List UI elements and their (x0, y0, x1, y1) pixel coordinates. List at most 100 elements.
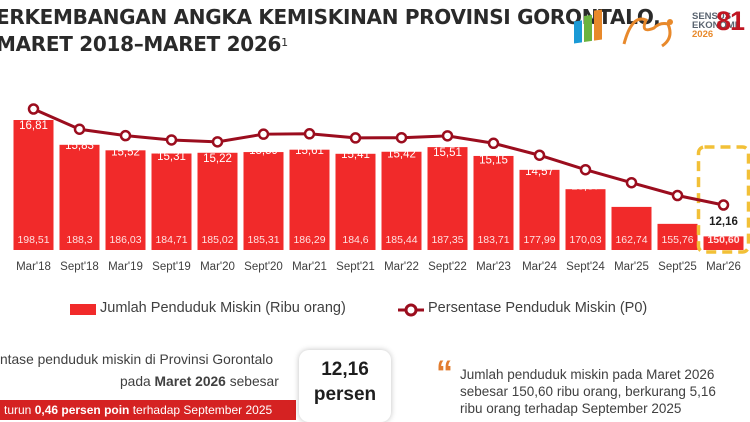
line-value-label-0: 16,81 (19, 120, 48, 132)
bar-2 (105, 150, 146, 250)
summary-value: 12,16 (321, 359, 369, 380)
bar-value-label-6: 186,29 (293, 234, 325, 246)
bar-value-label-0: 198,51 (17, 234, 49, 246)
category-label-2: Mar'19 (108, 261, 143, 273)
line-value-label-5: 15,59 (249, 145, 278, 157)
line-point-6 (303, 128, 316, 140)
bar-value-label-4: 185,02 (201, 234, 233, 246)
title-footnote: 1 (281, 36, 288, 49)
line-point-10 (487, 137, 500, 150)
bar-3 (151, 153, 192, 250)
category-label-13: Mar'25 (614, 261, 649, 273)
category-label-10: Mar'23 (476, 261, 511, 273)
category-label-9: Sept'22 (428, 261, 467, 273)
title-line-2: MARET 2018–MARET 2026 (0, 32, 282, 56)
line-value-label-11: 14,57 (525, 166, 554, 178)
line-point-1 (73, 123, 86, 135)
summary-value-box: 12,16 persen (299, 350, 391, 422)
bps-logo-icon (574, 9, 602, 44)
bar-value-label-11: 177,99 (523, 234, 555, 246)
bar-value-label-7: 184,6 (342, 234, 368, 246)
quote-icon: “ (436, 354, 453, 392)
line-value-label-13: 13,24 (617, 194, 646, 206)
line-value-label-6: 15,61 (295, 145, 324, 157)
category-label-3: Sept'19 (152, 261, 191, 273)
bar-value-label-5: 185,31 (247, 234, 279, 246)
line-value-label-14: 12,62 (663, 207, 692, 219)
category-label-15: Mar'26 (706, 261, 741, 273)
bar-5 (243, 152, 284, 250)
bar-value-label-1: 188,3 (66, 234, 92, 246)
line-point-3 (165, 134, 178, 146)
bar-value-label-2: 186,03 (109, 234, 141, 246)
category-label-1: Sept'18 (60, 261, 99, 273)
category-label-6: Mar'21 (292, 261, 327, 273)
bar-value-label-12: 170,03 (569, 234, 601, 246)
line-value-label-1: 15,83 (65, 140, 94, 152)
poverty-chart: 198,51 Mar'18 188,3 Sept'18 186,03 Mar'19 184,… (13, 103, 750, 273)
line-point-13 (625, 176, 638, 189)
bar-6 (289, 149, 330, 250)
note-line-3: ribu orang terhadap September 2025 (460, 401, 682, 416)
note-line-1: Jumlah penduduk miskin pada Maret 2026 (460, 367, 715, 382)
bar-12 (565, 189, 606, 250)
category-label-5: Sept'20 (244, 261, 283, 273)
category-label-4: Mar'20 (200, 261, 235, 273)
percentage-line (32, 107, 724, 207)
bar-value-label-15: 150,60 (707, 234, 739, 246)
summary-text-line-2: pada Maret 2026 sebesar (120, 374, 279, 389)
category-label-11: Mar'24 (522, 261, 557, 273)
summary-change-text: turun 0,46 persen poin terhadap Septembe… (4, 403, 272, 417)
legend-line-swatch (398, 303, 424, 317)
line-point-0 (27, 103, 40, 115)
bar-10 (473, 155, 514, 250)
line-point-9 (441, 130, 454, 142)
category-label-0: Mar'18 (16, 261, 51, 273)
category-label-12: Sept'24 (566, 261, 605, 273)
summary-change-band (0, 400, 296, 420)
line-point-2 (119, 129, 132, 142)
bar-value-label-10: 183,71 (477, 234, 509, 246)
logos (574, 9, 673, 48)
bar-value-label-13: 162,74 (615, 234, 647, 246)
summary-text-post: sebesar (225, 374, 279, 389)
line-point-12 (579, 163, 592, 176)
note-line-2: sebesar 150,60 ribu orang, berkurang 5,1… (460, 384, 716, 399)
summary-text-pre: pada (120, 374, 155, 389)
page-title: ERKEMBANGAN ANGKA KEMISKINAN PROVINSI GO… (0, 4, 661, 58)
logo-text-line-1: SENSUS (692, 11, 732, 22)
line-point-11 (533, 149, 546, 161)
summary-period: Maret 2026 (154, 374, 226, 389)
bar-15 (703, 236, 744, 250)
summary-text-line-1: ntase penduduk miskin di Provinsi Goront… (0, 352, 274, 367)
bar-9 (427, 147, 468, 250)
line-value-label-7: 15,41 (341, 149, 370, 161)
change-amount: 0,46 persen poin (34, 403, 130, 417)
line-value-label-15: 12,16 (709, 216, 738, 228)
legend-line-label: Persentase Penduduk Miskin (P0) (428, 300, 648, 316)
bar-13 (611, 206, 652, 250)
anniversary-logo: 81 (716, 6, 745, 36)
sensus-ekonomi-logo: SENSUS EKONOMI 2026 (692, 11, 738, 40)
line-value-label-10: 15,15 (479, 154, 508, 166)
category-label-7: Sept'21 (336, 261, 375, 273)
category-label-14: Sept'25 (658, 261, 697, 273)
line-value-label-2: 15,52 (111, 147, 140, 159)
logo-text-line-3: 2026 (692, 29, 714, 40)
category-label-8: Mar'22 (384, 261, 419, 273)
change-post: terhadap September 2025 (129, 403, 273, 417)
bar-value-label-9: 187,35 (431, 234, 463, 246)
note-text: Jumlah penduduk miskin pada Maret 2026 s… (460, 366, 716, 417)
legend-bar-swatch (70, 304, 96, 315)
line-value-label-4: 15,22 (203, 153, 232, 165)
change-pre: turun (4, 403, 35, 417)
line-value-label-9: 15,51 (433, 147, 462, 159)
logo-text-line-2: EKONOMI (692, 20, 738, 31)
bar-14 (657, 223, 698, 250)
bar-1 (59, 144, 100, 250)
line-point-15 (717, 199, 730, 211)
bar-value-label-3: 184,71 (155, 234, 187, 246)
line-value-label-8: 15,42 (387, 149, 416, 161)
line-point-7 (349, 132, 362, 144)
bar-0 (13, 120, 54, 250)
